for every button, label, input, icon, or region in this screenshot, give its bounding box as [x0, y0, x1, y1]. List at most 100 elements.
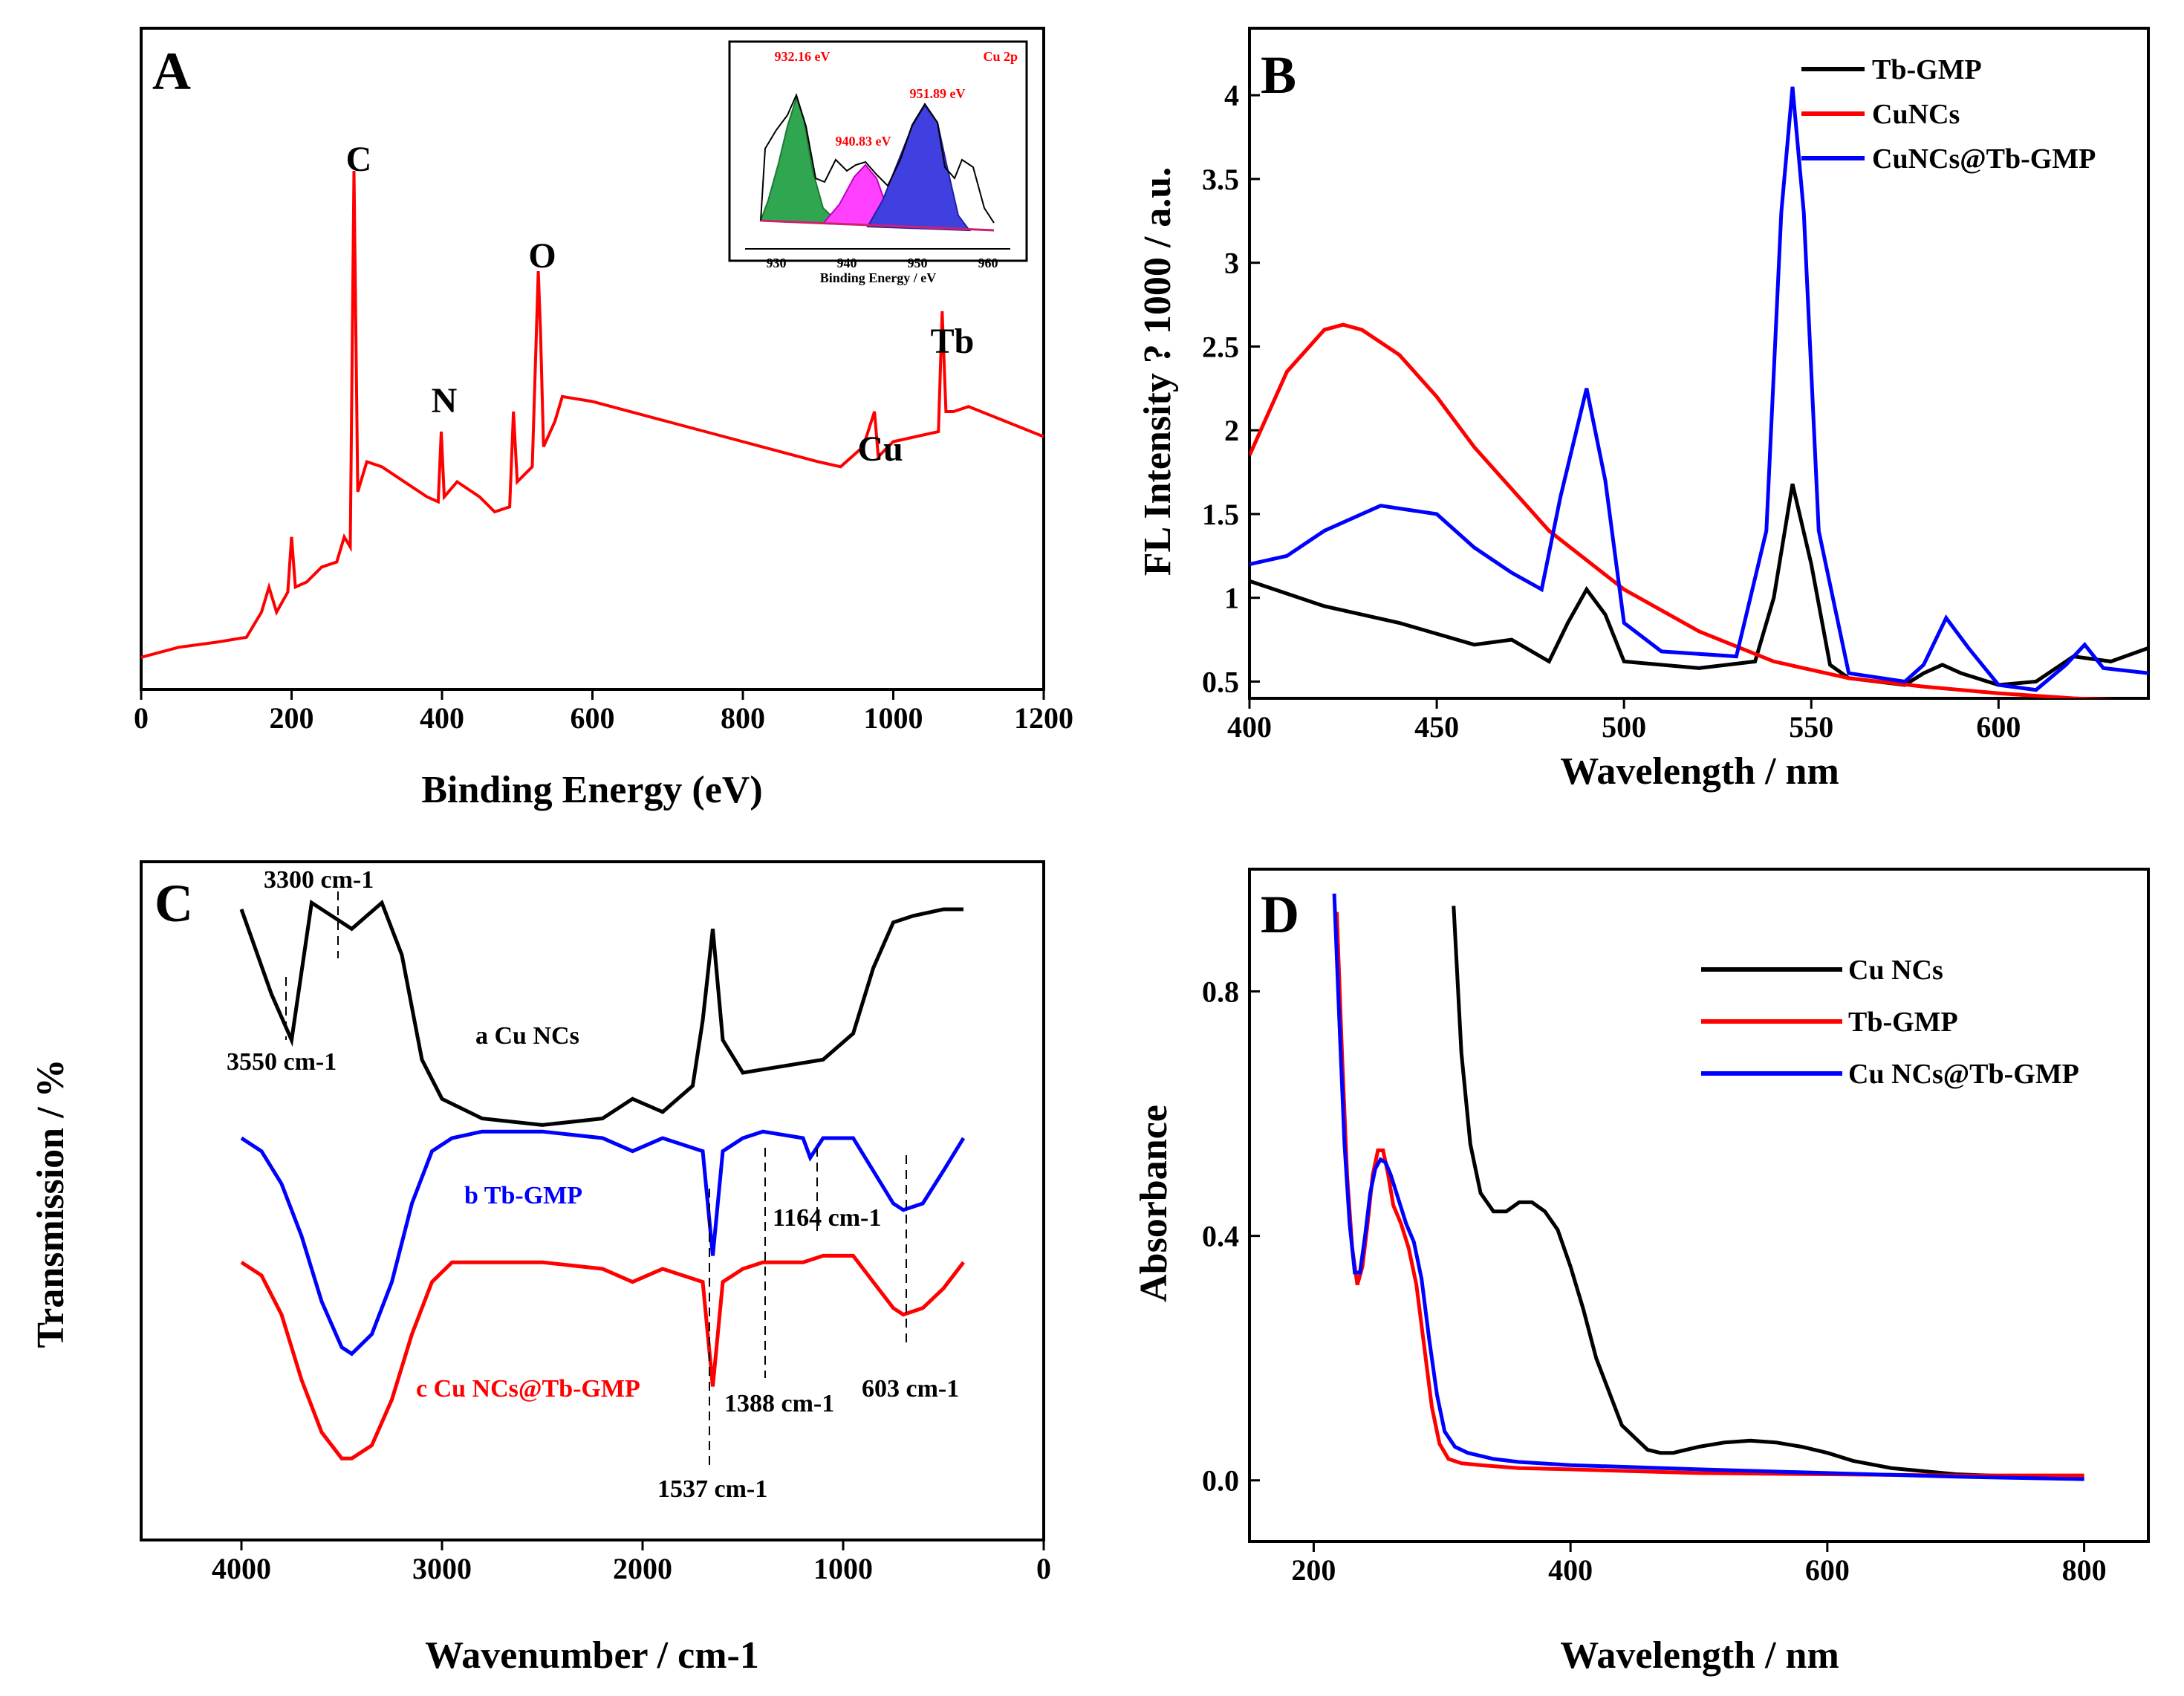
panel-b-xtick-label-450: 450	[1414, 710, 1459, 744]
legend-label-tb-gmp: Tb-GMP	[1872, 54, 1982, 85]
panel-c-xtick-label-2000: 2000	[613, 1552, 672, 1585]
panel-c-ylabel: Transmission / %	[30, 1059, 72, 1348]
panel-a-xtick-label-600: 600	[571, 701, 615, 735]
series-line-cu-ncs-tb-gmp-abs	[1332, 893, 2084, 1481]
panel-a-xtick-label-400: 400	[420, 701, 464, 735]
series-line-c-cu-ncs-tb-gmp	[240, 1253, 965, 1461]
panel-b-frame	[1248, 27, 2150, 700]
panel-b-ylabel: FL Intensity ? 1000 / a.u.	[1137, 167, 1179, 576]
panel-c-xtick-label-4000: 4000	[212, 1552, 271, 1585]
inset-xlabel: Binding Energy / eV	[820, 270, 937, 285]
inset-xtick-950: 950	[908, 256, 928, 270]
panel-a-label: A	[152, 42, 191, 101]
panel-a-inset: 930 940 950 960 Binding Energy / eV Cu 2…	[728, 40, 1028, 285]
peak-label-c: C	[346, 140, 372, 179]
legend-label-cu-ncs-tb-gmp-abs: Cu NCs@Tb-GMP	[1848, 1059, 2079, 1090]
peak-label-cu: Cu	[857, 429, 903, 469]
panel-d-xtick-label-600: 600	[1805, 1553, 1850, 1587]
panel-b-xtick-label-500: 500	[1602, 710, 1646, 744]
panel-d-xlabel: Wavelength / nm	[1560, 1634, 1839, 1677]
panel-b-xlabel: Wavelength / nm	[1560, 750, 1839, 793]
inset-baseline	[760, 219, 995, 232]
panel-d-xtick-label-200: 200	[1291, 1553, 1336, 1587]
ann-3300: 3300 cm-1	[264, 866, 374, 894]
panel-d-xtick-label-400: 400	[1548, 1553, 1593, 1587]
panel-d-legend: Cu NCs Tb-GMP Cu NCs@Tb-GMP	[1701, 955, 2079, 1090]
inset-envelope	[760, 93, 995, 224]
panel-d-ylabel: Absorbance	[1133, 1105, 1175, 1302]
panel-b-ytick-label-0.5: 0.5	[1202, 665, 1239, 698]
ann-3550: 3550 cm-1	[227, 1048, 337, 1076]
panel-a-xtick-label-1000: 1000	[864, 701, 923, 735]
peak-label-o: O	[528, 236, 556, 276]
panel-d-label: D	[1261, 885, 1299, 944]
inset-peak-940: 940.83 eV	[836, 134, 891, 149]
panel-d-xtick-label-800: 800	[2062, 1553, 2107, 1587]
series-line-cu-ncs	[1452, 906, 2084, 1480]
panel-b-ytick-label-2.5: 2.5	[1202, 330, 1239, 363]
panel-b-ytick-label-2: 2	[1224, 414, 1239, 447]
panel-d-ticks: 200 400 600 800 0.0 0.4 0.8	[1202, 975, 2107, 1587]
panel-a-xlabel: Binding Energy (eV)	[421, 769, 762, 811]
panel-b-xtick-label-400: 400	[1227, 710, 1272, 744]
panel-b-legend: Tb-GMP CuNCs CuNCs@Tb-GMP	[1801, 54, 2096, 175]
legend-label-tb-gmp-abs: Tb-GMP	[1848, 1007, 1958, 1038]
ann-603: 603 cm-1	[862, 1375, 959, 1403]
inset-peak-932: 932.16 eV	[775, 49, 831, 64]
series-line-cuncs	[1249, 322, 2116, 698]
series-line-cuncs-tb-gmp	[1249, 86, 2148, 692]
panel-c-guides	[285, 891, 907, 1471]
peak-label-tb: Tb	[931, 322, 975, 361]
panel-d-frame	[1248, 868, 2150, 1543]
series-line-tb-gmp-abs	[1335, 912, 2084, 1478]
panel-a-xps-series	[141, 170, 1044, 659]
legend-label-cu-ncs: Cu NCs	[1848, 955, 1943, 986]
panel-b-xtick-label-550: 550	[1789, 710, 1833, 744]
legend-label-cuncs-tb-gmp: CuNCs@Tb-GMP	[1872, 143, 2096, 175]
panel-c-xtick-label-1000: 1000	[813, 1552, 873, 1585]
ann-1164: 1164 cm-1	[773, 1204, 881, 1232]
panel-b-ytick-label-3: 3	[1224, 247, 1239, 280]
panel-b-ytick-label-3.5: 3.5	[1202, 163, 1239, 196]
panel-a-xtick-label-800: 800	[721, 701, 765, 735]
peak-label-n: N	[432, 381, 458, 420]
ann-1537: 1537 cm-1	[657, 1475, 767, 1503]
series-line-tb-gmp	[1249, 483, 2148, 687]
series-line-b-tb-gmp	[240, 1129, 966, 1357]
panel-c-xtick-label-0: 0	[1036, 1552, 1051, 1585]
series-label-a-cu-ncs: a Cu NCs	[475, 1022, 579, 1050]
panel-b-ytick-label-1.5: 1.5	[1202, 498, 1239, 531]
panel-d-ytick-label-0.4: 0.4	[1202, 1220, 1239, 1253]
panel-c-frame	[140, 860, 1045, 1541]
panel-a-xtick-label-200: 200	[270, 701, 314, 735]
inset-frame	[728, 40, 1028, 262]
panel-a-xtick-label-0: 0	[134, 701, 149, 735]
inset-xtick-940: 940	[837, 256, 857, 270]
panel-c-xticks: 4000 3000 2000 1000 0	[212, 1540, 1051, 1585]
series-label-c-cu-ncs-tb-gmp: c Cu NCs@Tb-GMP	[416, 1375, 640, 1403]
panel-b: B 400 450 500 550 600 0.5 1 1.5 2 2.5 3 3.5 4 Wavele…	[1137, 27, 2150, 793]
inset-xtick-960: 960	[978, 256, 998, 270]
series-label-b-tb-gmp: b Tb-GMP	[464, 1182, 582, 1209]
panel-b-ytick-label-4: 4	[1224, 79, 1239, 112]
panel-c: C 4000 3000 2000 1000 0 Wavenumber / cm-1 Tr…	[30, 860, 1051, 1677]
panel-c-xtick-label-3000: 3000	[412, 1552, 472, 1585]
panel-d-ytick-label-0.0: 0.0	[1202, 1464, 1239, 1498]
panel-c-label: C	[155, 874, 193, 933]
panel-b-ticks: 400 450 500 550 600 0.5 1 1.5 2 2.5 3 3.5 4	[1202, 79, 2021, 744]
panel-d-ytick-label-0.8: 0.8	[1202, 975, 1239, 1009]
legend-label-cuncs: CuNCs	[1872, 99, 1960, 130]
panel-a-xtick-label-1200: 1200	[1014, 701, 1073, 735]
panel-b-ytick-label-1: 1	[1224, 582, 1239, 615]
inset-peak-951: 951.89 eV	[910, 86, 966, 101]
ann-1388: 1388 cm-1	[724, 1390, 834, 1417]
panel-a: A 0 200 400 600 800 1000 1200 Binding Energy (…	[134, 27, 1073, 811]
panel-c-xlabel: Wavenumber / cm-1	[425, 1634, 759, 1677]
inset-title: Cu 2p	[983, 49, 1018, 64]
inset-xtick-930: 930	[767, 256, 787, 270]
series-line-a-cu-ncs	[239, 899, 963, 1127]
panel-b-label: B	[1261, 45, 1296, 105]
panel-b-xtick-label-600: 600	[1976, 710, 2021, 744]
